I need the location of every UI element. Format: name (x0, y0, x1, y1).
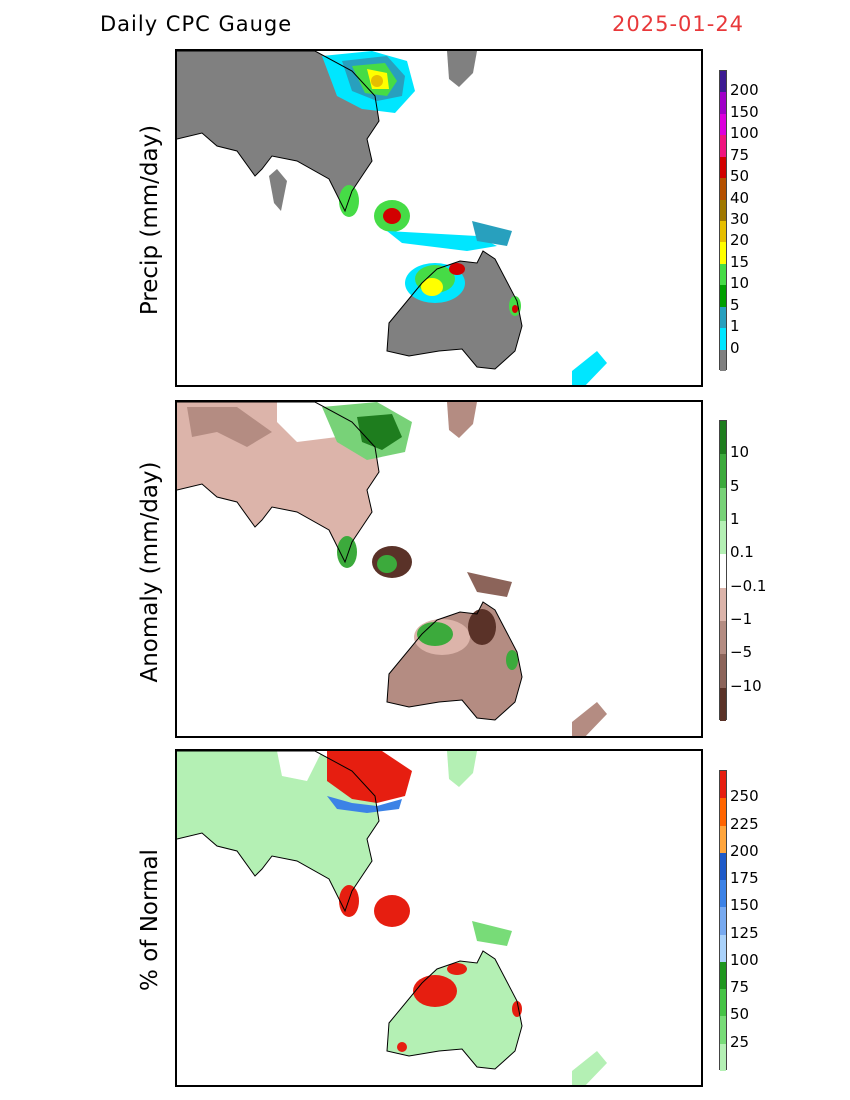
colorbar-segment (720, 178, 726, 201)
percent-colorbar (719, 770, 727, 1072)
colorbar-segment (720, 349, 726, 372)
colorbar-tick-label: 5 (730, 295, 740, 314)
colorbar-tick-label: 50 (730, 167, 750, 186)
colorbar-tick-label: 225 (730, 814, 759, 833)
percent-shading (277, 751, 607, 1085)
chart-title: Daily CPC Gauge (100, 12, 293, 36)
colorbar-tick-label: 1 (730, 510, 740, 528)
colorbar-tick-label: 0.1 (730, 543, 754, 562)
colorbar-segment (720, 825, 726, 854)
colorbar-segment (720, 221, 726, 243)
colorbar-tick-label: 10 (730, 443, 750, 462)
colorbar-segment (720, 113, 726, 136)
precip-colorbar (719, 70, 727, 372)
coastlines (177, 751, 523, 1070)
colorbar-tick-label: 10 (730, 274, 750, 293)
colorbar-tick-label: 30 (730, 210, 750, 228)
colorbar-tick-label: 100 (730, 950, 759, 969)
colorbar-tick-label: 250 (730, 787, 759, 806)
colorbar-tick-label: 200 (730, 81, 759, 100)
colorbar-tick-label: 15 (730, 252, 750, 271)
percent-map-panel (175, 749, 703, 1087)
colorbar-tick-label: 50 (730, 1005, 750, 1024)
colorbar-segment (720, 880, 726, 908)
colorbar-segment (720, 454, 726, 489)
percent-axis-label: % of Normal (137, 849, 163, 991)
colorbar-segment (720, 487, 726, 522)
colorbar-tick-label: 100 (730, 124, 759, 143)
colorbar-tick-label: 150 (730, 896, 759, 915)
colorbar-tick-label: 200 (730, 841, 759, 860)
colorbar-segment (720, 156, 726, 179)
colorbar-tick-label: 150 (730, 102, 759, 121)
colorbar-tick-label: −0.1 (730, 576, 767, 595)
colorbar-segment (720, 285, 726, 308)
colorbar-segment (720, 328, 726, 351)
precip-map (177, 51, 607, 385)
anomaly-map-panel (175, 400, 703, 738)
colorbar-segment (720, 521, 726, 555)
colorbar-segment (720, 587, 726, 622)
colorbar-tick-label: 1 (730, 317, 740, 336)
colorbar-segment (720, 654, 726, 689)
colorbar-segment (720, 135, 726, 158)
colorbar-segment (720, 907, 726, 936)
colorbar-segment (720, 798, 726, 827)
australia-landmass (387, 251, 522, 369)
colorbar-tick-label: −10 (730, 676, 762, 695)
anomaly-axis-label: Anomaly (mm/day) (137, 461, 163, 683)
colorbar-segment (720, 263, 726, 286)
colorbar-tick-label: 25 (730, 1032, 750, 1051)
colorbar-segment (720, 934, 726, 963)
asia-landmass (177, 51, 477, 211)
anomaly-map (177, 402, 607, 736)
colorbar-tick-label: 5 (730, 476, 740, 495)
colorbar-segment (720, 1043, 726, 1072)
coastlines (177, 402, 523, 721)
colorbar-segment (720, 199, 726, 222)
precip-axis-label: Precip (mm/day) (137, 124, 163, 316)
colorbar-tick-label: 75 (730, 978, 750, 997)
colorbar-tick-label: 125 (730, 923, 759, 942)
colorbar-tick-label: 20 (730, 231, 750, 250)
colorbar-segment (720, 242, 726, 265)
precip-map-panel (175, 49, 703, 387)
colorbar-tick-label: 40 (730, 188, 750, 207)
colorbar-segment (720, 1016, 726, 1045)
colorbar-segment (720, 989, 726, 1017)
colorbar-tick-label: 75 (730, 145, 750, 164)
coastlines (177, 51, 523, 370)
colorbar-segment (720, 92, 726, 115)
percent-map (177, 751, 607, 1085)
asia-percent (177, 751, 477, 911)
colorbar-tick-label: 0 (730, 338, 740, 357)
colorbar-segment (720, 621, 726, 655)
asia-anomaly (177, 402, 477, 562)
anomaly-colorbar (719, 420, 727, 722)
colorbar-segment (720, 421, 726, 455)
colorbar-tick-label: 175 (730, 869, 759, 888)
colorbar-segment (720, 961, 726, 990)
colorbar-segment (720, 306, 726, 329)
colorbar-segment (720, 71, 726, 93)
colorbar-segment (720, 554, 726, 589)
colorbar-segment (720, 852, 726, 881)
colorbar-segment (720, 771, 726, 799)
colorbar-tick-label: −1 (730, 610, 753, 628)
date-label: 2025-01-24 (612, 12, 745, 36)
anomaly-shading (187, 402, 607, 736)
colorbar-segment (720, 687, 726, 722)
precip-shading (322, 51, 607, 385)
colorbar-tick-label: −5 (730, 643, 753, 662)
